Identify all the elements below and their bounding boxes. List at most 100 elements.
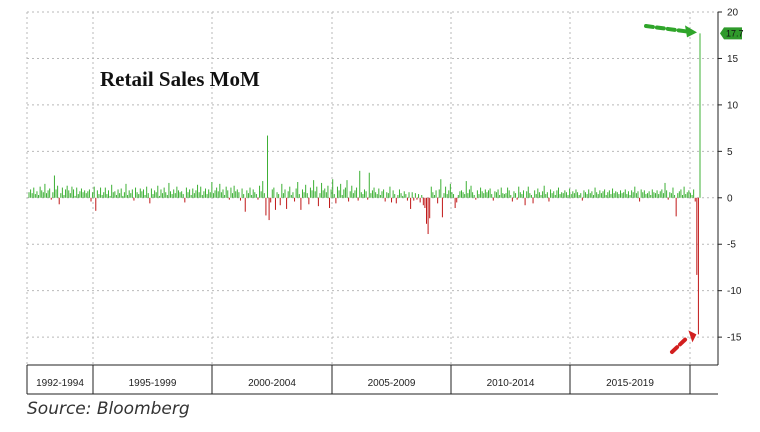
bar bbox=[365, 191, 367, 198]
bar bbox=[424, 197, 426, 209]
bar bbox=[233, 185, 235, 198]
bar bbox=[73, 189, 75, 198]
bar bbox=[181, 191, 183, 198]
bar bbox=[243, 194, 245, 198]
bar bbox=[545, 194, 547, 198]
bar bbox=[292, 192, 294, 198]
red-arrow-line bbox=[670, 336, 689, 354]
bar bbox=[667, 197, 669, 200]
bar bbox=[152, 194, 154, 198]
bar bbox=[49, 188, 51, 198]
bar bbox=[147, 193, 149, 198]
bar bbox=[66, 185, 68, 198]
bar bbox=[60, 193, 62, 198]
bar bbox=[530, 195, 532, 198]
bar bbox=[359, 170, 361, 198]
bar bbox=[217, 191, 219, 198]
bar bbox=[616, 192, 618, 198]
bar bbox=[618, 194, 620, 198]
bar bbox=[111, 184, 113, 198]
bar bbox=[470, 185, 472, 198]
bar bbox=[426, 197, 428, 224]
bar bbox=[694, 197, 696, 202]
bar bbox=[448, 190, 450, 198]
bar bbox=[518, 186, 520, 198]
bar bbox=[349, 191, 351, 198]
bar bbox=[650, 195, 652, 198]
bar bbox=[341, 195, 343, 198]
bar bbox=[550, 189, 552, 198]
bar bbox=[666, 190, 668, 198]
bar bbox=[290, 195, 292, 198]
bar bbox=[61, 187, 63, 198]
bar bbox=[654, 193, 656, 198]
bar bbox=[185, 187, 187, 198]
y-tick-label: -10 bbox=[727, 286, 742, 297]
bar bbox=[513, 191, 515, 198]
bar bbox=[205, 188, 206, 198]
bar bbox=[403, 191, 405, 198]
bar bbox=[410, 197, 412, 209]
bar bbox=[65, 189, 67, 198]
bar bbox=[268, 197, 270, 221]
bar bbox=[688, 190, 690, 198]
bar bbox=[451, 192, 453, 198]
bar bbox=[294, 197, 296, 202]
bar bbox=[686, 192, 688, 198]
bar bbox=[254, 192, 256, 198]
bar bbox=[543, 185, 545, 198]
source-note: Source: Bloomberg bbox=[27, 399, 190, 419]
bar bbox=[526, 191, 528, 198]
bar bbox=[108, 190, 109, 198]
bar bbox=[260, 191, 262, 198]
bar bbox=[163, 187, 165, 198]
bar bbox=[662, 193, 664, 198]
bar bbox=[467, 193, 469, 198]
bar bbox=[346, 180, 348, 198]
bar bbox=[697, 197, 699, 335]
bar bbox=[173, 189, 175, 198]
bar bbox=[615, 191, 617, 198]
bar bbox=[227, 190, 229, 198]
bar bbox=[228, 197, 230, 200]
bar bbox=[472, 192, 474, 198]
bar bbox=[119, 193, 121, 198]
bar bbox=[112, 192, 114, 198]
bar bbox=[329, 197, 331, 209]
bar bbox=[577, 192, 579, 198]
bar bbox=[325, 192, 327, 198]
bar bbox=[306, 193, 308, 198]
bar bbox=[45, 193, 47, 198]
bar bbox=[495, 192, 497, 198]
bar bbox=[189, 189, 191, 198]
bar bbox=[31, 193, 33, 198]
bar bbox=[612, 188, 614, 198]
bar bbox=[480, 187, 482, 198]
bar bbox=[508, 190, 510, 198]
bar bbox=[459, 191, 461, 198]
bar bbox=[84, 190, 86, 198]
bar bbox=[368, 172, 370, 198]
bar bbox=[505, 193, 507, 198]
bar bbox=[212, 193, 214, 198]
bar bbox=[605, 195, 607, 198]
bar bbox=[669, 192, 671, 198]
last-value-label: 17.7 bbox=[726, 28, 744, 38]
bar bbox=[314, 191, 316, 198]
bar bbox=[235, 191, 237, 198]
bar bbox=[523, 190, 524, 198]
bar bbox=[98, 194, 100, 198]
bar bbox=[127, 195, 129, 198]
bar bbox=[344, 187, 346, 198]
bar bbox=[515, 193, 517, 198]
bar bbox=[47, 190, 49, 198]
bar bbox=[429, 197, 431, 219]
bar bbox=[478, 194, 480, 198]
bar bbox=[232, 193, 234, 198]
bar bbox=[340, 183, 342, 198]
bar bbox=[521, 194, 523, 198]
y-tick-label: -5 bbox=[727, 240, 736, 251]
bar bbox=[36, 191, 38, 198]
bar bbox=[69, 193, 71, 198]
x-category-label: 1995-1999 bbox=[129, 378, 177, 389]
